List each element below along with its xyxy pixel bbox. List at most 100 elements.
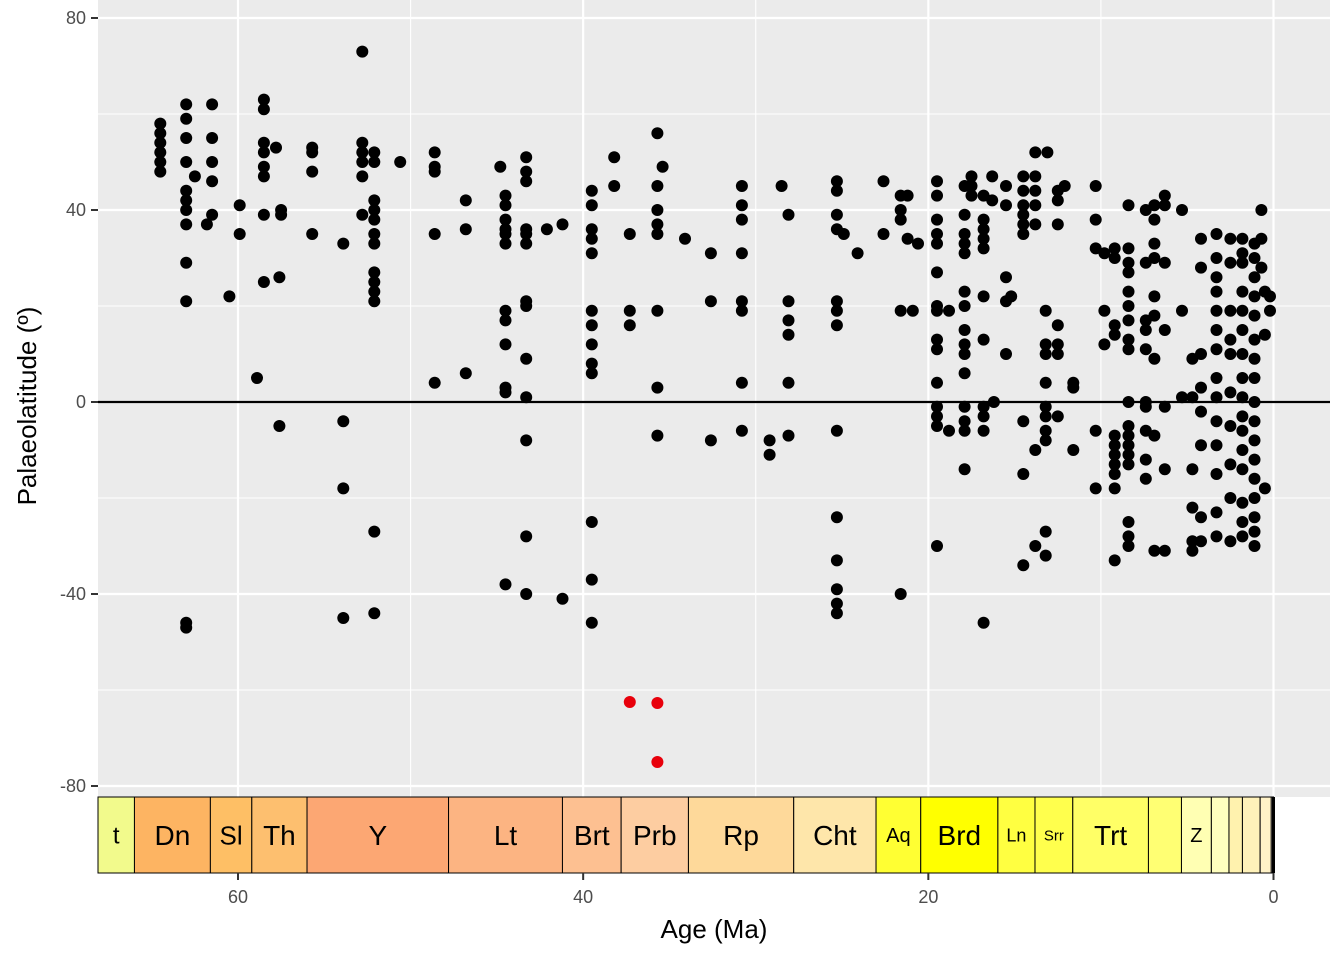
- data-point: [1000, 348, 1012, 360]
- data-point: [775, 180, 788, 192]
- data-point: [830, 607, 843, 620]
- data-point: [1258, 328, 1271, 341]
- data-point: [1236, 232, 1249, 245]
- data-point: [1186, 501, 1199, 514]
- data-point: [1148, 237, 1161, 250]
- timescale-stage: [1180, 796, 1212, 874]
- data-point: [200, 218, 213, 231]
- timescale-stage-label: Lt: [494, 820, 518, 851]
- data-point: [233, 199, 246, 212]
- timescale-stage-label: Th: [263, 820, 296, 851]
- data-point: [931, 333, 943, 346]
- data-point: [1122, 266, 1135, 279]
- timescale-stage: [1241, 796, 1261, 874]
- data-point: [1139, 324, 1152, 336]
- data-point: [1224, 492, 1237, 504]
- data-point: [428, 228, 441, 240]
- data-point: [1255, 261, 1268, 274]
- data-point: [585, 232, 598, 245]
- data-point: [1000, 271, 1012, 284]
- data-point: [1017, 559, 1030, 572]
- data-point: [1248, 352, 1261, 365]
- data-point: [585, 573, 598, 586]
- data-point: [1236, 516, 1249, 528]
- data-point: [520, 530, 533, 543]
- data-point: [1122, 420, 1135, 432]
- data-point: [1122, 199, 1135, 212]
- data-point: [830, 208, 843, 221]
- data-point: [1067, 381, 1080, 394]
- timescale-stage-label: Dn: [155, 820, 191, 851]
- data-point: [977, 223, 990, 236]
- data-point: [986, 194, 999, 207]
- data-point: [1148, 309, 1161, 322]
- data-point: [1224, 256, 1237, 269]
- data-point: [830, 511, 843, 524]
- data-point: [1108, 554, 1121, 567]
- data-point: [1089, 482, 1102, 495]
- data-point: [1148, 352, 1161, 365]
- data-point: [1236, 530, 1249, 543]
- data-point: [1122, 429, 1135, 442]
- data-point: [1236, 372, 1249, 384]
- timescale-stage: [209, 796, 253, 874]
- data-point: [1051, 410, 1064, 423]
- data-point: [180, 184, 193, 197]
- data-point: [1139, 453, 1152, 466]
- data-point: [499, 314, 512, 327]
- data-point: [520, 300, 533, 312]
- data-point: [965, 189, 978, 202]
- data-point: [1122, 516, 1135, 528]
- data-point: [1236, 348, 1249, 360]
- data-point: [1224, 333, 1237, 346]
- data-point: [356, 208, 369, 221]
- data-point: [1224, 304, 1237, 317]
- data-point: [1122, 300, 1135, 312]
- data-point: [830, 554, 843, 567]
- data-point: [943, 304, 955, 317]
- data-point: [1122, 343, 1135, 356]
- data-point: [851, 247, 864, 260]
- data-point: [735, 376, 748, 389]
- data-point: [1122, 540, 1135, 552]
- data-point: [154, 127, 167, 140]
- data-point: [1005, 290, 1018, 303]
- data-point: [877, 228, 890, 240]
- data-points: [154, 45, 1276, 768]
- data-point: [1148, 544, 1161, 557]
- data-point: [1039, 424, 1052, 437]
- data-point: [1248, 271, 1261, 284]
- data-point: [1148, 199, 1161, 212]
- data-point: [1210, 252, 1223, 264]
- data-point: [651, 180, 664, 192]
- data-point: [901, 232, 914, 245]
- data-point: [154, 165, 167, 178]
- data-point: [1195, 232, 1207, 245]
- data-point: [958, 300, 971, 312]
- data-point: [1089, 180, 1102, 192]
- data-point: [931, 228, 943, 240]
- data-point: [958, 208, 971, 221]
- timescale-stage: [251, 796, 308, 874]
- minor-gridlines: [98, 0, 1330, 797]
- data-point: [306, 146, 319, 159]
- data-point: [520, 228, 533, 240]
- data-point: [1039, 376, 1052, 389]
- data-point: [459, 367, 472, 380]
- data-point: [1000, 180, 1012, 192]
- data-point: [585, 247, 598, 260]
- data-point: [1089, 213, 1102, 226]
- data-point: [368, 213, 381, 226]
- highlighted-data-point: [651, 756, 664, 768]
- data-point: [830, 184, 843, 197]
- data-point: [1210, 271, 1223, 284]
- data-point: [1176, 304, 1188, 317]
- data-point: [180, 112, 193, 125]
- data-point: [356, 156, 369, 168]
- data-point: [679, 232, 691, 245]
- data-point: [1041, 146, 1054, 159]
- data-point: [1248, 525, 1261, 538]
- data-point: [735, 213, 748, 226]
- timescale-stage: [306, 796, 450, 874]
- geologic-timescale: t Dn Sl Th Y Lt Brt Prb Rp Cht Aq Brd Ln Srr Trt Z: [97, 796, 1275, 874]
